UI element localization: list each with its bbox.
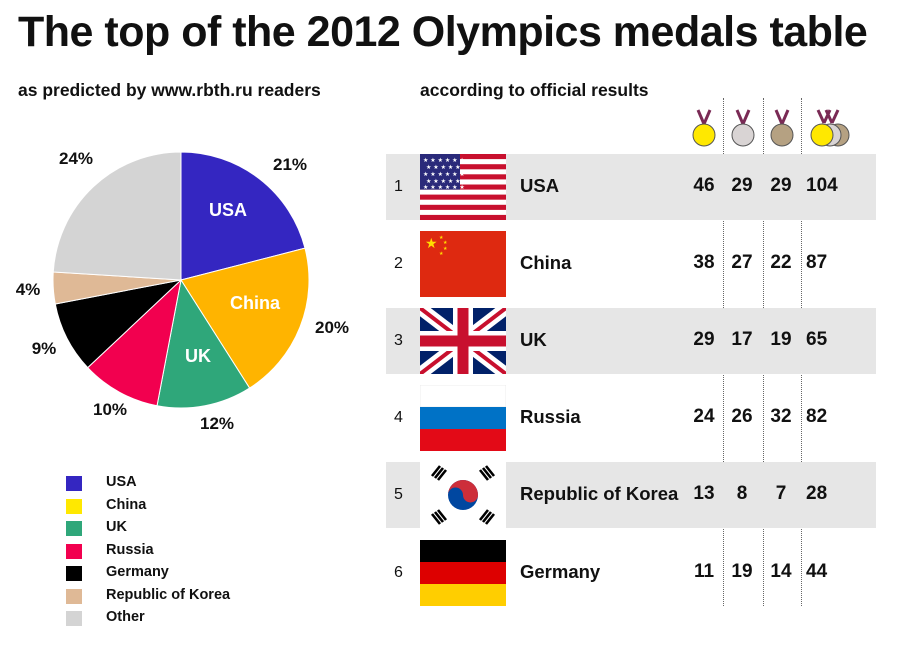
total-count: 87 — [806, 252, 828, 273]
table-row: 4 Russia 24 26 32 82 — [386, 385, 876, 451]
gold-medal-icon — [692, 109, 716, 147]
rank: 2 — [394, 255, 403, 272]
germany-flag-icon — [420, 540, 506, 606]
pie-percent-label: 24% — [59, 149, 93, 168]
silver-count: 26 — [731, 406, 753, 427]
svg-text:★: ★ — [443, 246, 448, 252]
total-count: 44 — [806, 561, 828, 582]
rank: 1 — [394, 178, 403, 195]
country-name: Russia — [520, 406, 581, 427]
country-name: Germany — [520, 561, 601, 582]
bronze-medal-icon — [770, 109, 794, 147]
total-count: 65 — [806, 329, 828, 350]
svg-text:★ ★ ★ ★ ★ ★: ★ ★ ★ ★ ★ ★ — [423, 171, 465, 178]
table-row: 5 Republic of Korea 13 8 7 28 — [386, 462, 876, 528]
silver-count: 27 — [731, 252, 753, 273]
legend-swatch — [66, 543, 82, 559]
uk-flag-icon — [420, 308, 506, 374]
silver-medal-icon — [731, 109, 755, 147]
gold-count: 46 — [693, 175, 715, 196]
bronze-count: 14 — [770, 561, 792, 582]
medal-header — [692, 109, 850, 147]
rank: 4 — [394, 409, 403, 426]
pie-percent-label: 10% — [93, 400, 127, 419]
pie-slice-label: USA — [209, 200, 247, 220]
silver-count: 8 — [736, 483, 748, 504]
gold-count: 24 — [693, 406, 715, 427]
country-name: Republic of Korea — [520, 483, 679, 504]
svg-text:★: ★ — [439, 235, 444, 241]
legend-label: UK — [106, 519, 127, 535]
country-name: USA — [520, 175, 560, 196]
korea-flag-icon — [420, 462, 506, 528]
legend-label: Other — [106, 609, 145, 625]
pie-slice-usa — [180, 151, 306, 281]
pie-subtitle: as predicted by www.rbth.ru readers — [18, 80, 321, 100]
legend-swatch — [66, 476, 82, 491]
legend-label: China — [106, 496, 147, 513]
legend-label: Russia — [106, 541, 154, 558]
rank: 3 — [394, 332, 403, 349]
bronze-count: 32 — [770, 406, 792, 427]
svg-text:★: ★ — [425, 236, 438, 252]
total-count: 104 — [806, 175, 838, 196]
total-medals-icon — [810, 109, 850, 147]
table-row: 2 ★ ★ ★ ★ ★ China 38 27 22 87 — [386, 231, 876, 297]
rank: 6 — [394, 564, 403, 581]
silver-count: 29 — [731, 175, 753, 196]
china-flag-icon: ★ ★ ★ ★ ★ — [420, 231, 506, 297]
legend-swatch — [66, 498, 82, 514]
svg-text:★ ★ ★ ★ ★ ★: ★ ★ ★ ★ ★ ★ — [423, 184, 465, 191]
bronze-count: 22 — [770, 252, 792, 273]
bronze-count: 19 — [770, 329, 792, 350]
svg-text:★ ★ ★ ★ ★: ★ ★ ★ ★ ★ — [426, 164, 461, 171]
legend-swatch — [66, 588, 82, 604]
bronze-count: 29 — [770, 175, 792, 196]
pie-slice-uk — [156, 278, 251, 409]
svg-text:★ ★ ★ ★ ★: ★ ★ ★ ★ ★ — [426, 178, 461, 185]
pie-slice-label: UK — [185, 346, 211, 366]
gold-count: 29 — [693, 329, 715, 350]
country-name: China — [520, 252, 572, 273]
legend-label: Republic of Korea — [106, 586, 231, 603]
silver-count: 17 — [731, 329, 753, 350]
pie-percent-label: 4% — [16, 280, 41, 299]
pie-percent-label: 20% — [315, 318, 349, 337]
table-subtitle: according to official results — [420, 80, 649, 100]
gold-count: 11 — [693, 561, 715, 582]
total-count: 28 — [806, 483, 828, 504]
gold-count: 38 — [693, 252, 715, 273]
page-title: The top of the 2012 Olympics medals tabl… — [18, 8, 868, 56]
svg-text:★ ★ ★ ★ ★ ★: ★ ★ ★ ★ ★ ★ — [423, 157, 465, 164]
legend-label: Germany — [106, 564, 169, 580]
pie-slice-other — [52, 151, 182, 281]
silver-count: 19 — [731, 561, 753, 582]
bronze-count: 7 — [775, 483, 787, 504]
total-count: 82 — [806, 406, 828, 427]
pie-slice-russia — [86, 278, 182, 407]
pie-percent-label: 12% — [200, 414, 234, 433]
legend-swatch — [66, 521, 82, 536]
table-row: 3 UK 29 17 19 65 — [386, 308, 876, 374]
country-name: UK — [520, 329, 547, 350]
prediction-pie-chart: 21% USA 20% China 12% UK 10% 9% 4% 24% — [16, 149, 349, 433]
pie-slice-china — [180, 247, 310, 389]
gold-count: 13 — [693, 483, 715, 504]
rank: 5 — [394, 486, 403, 503]
svg-text:★: ★ — [443, 240, 448, 246]
legend-swatch — [66, 566, 82, 581]
pie-percent-label: 21% — [273, 155, 307, 174]
legend-label: USA — [106, 474, 137, 490]
svg-text:★: ★ — [439, 251, 444, 257]
table-row: 1 ★ ★ ★ ★ ★ ★ ★ ★ ★ ★ ★ ★ ★ ★ ★ ★ ★ ★ ★ ★ … — [386, 154, 876, 220]
usa-flag-icon: ★ ★ ★ ★ ★ ★★ ★ ★ ★ ★ ★ ★ ★ ★ ★ ★★ ★ ★ ★ … — [420, 154, 506, 220]
pie-percent-label: 9% — [32, 339, 57, 358]
russia-flag-icon — [420, 385, 506, 451]
pie-slice-label: China — [230, 293, 281, 313]
table-row: 6 Germany 11 19 14 44 — [386, 540, 876, 606]
legend-swatch — [66, 611, 82, 626]
